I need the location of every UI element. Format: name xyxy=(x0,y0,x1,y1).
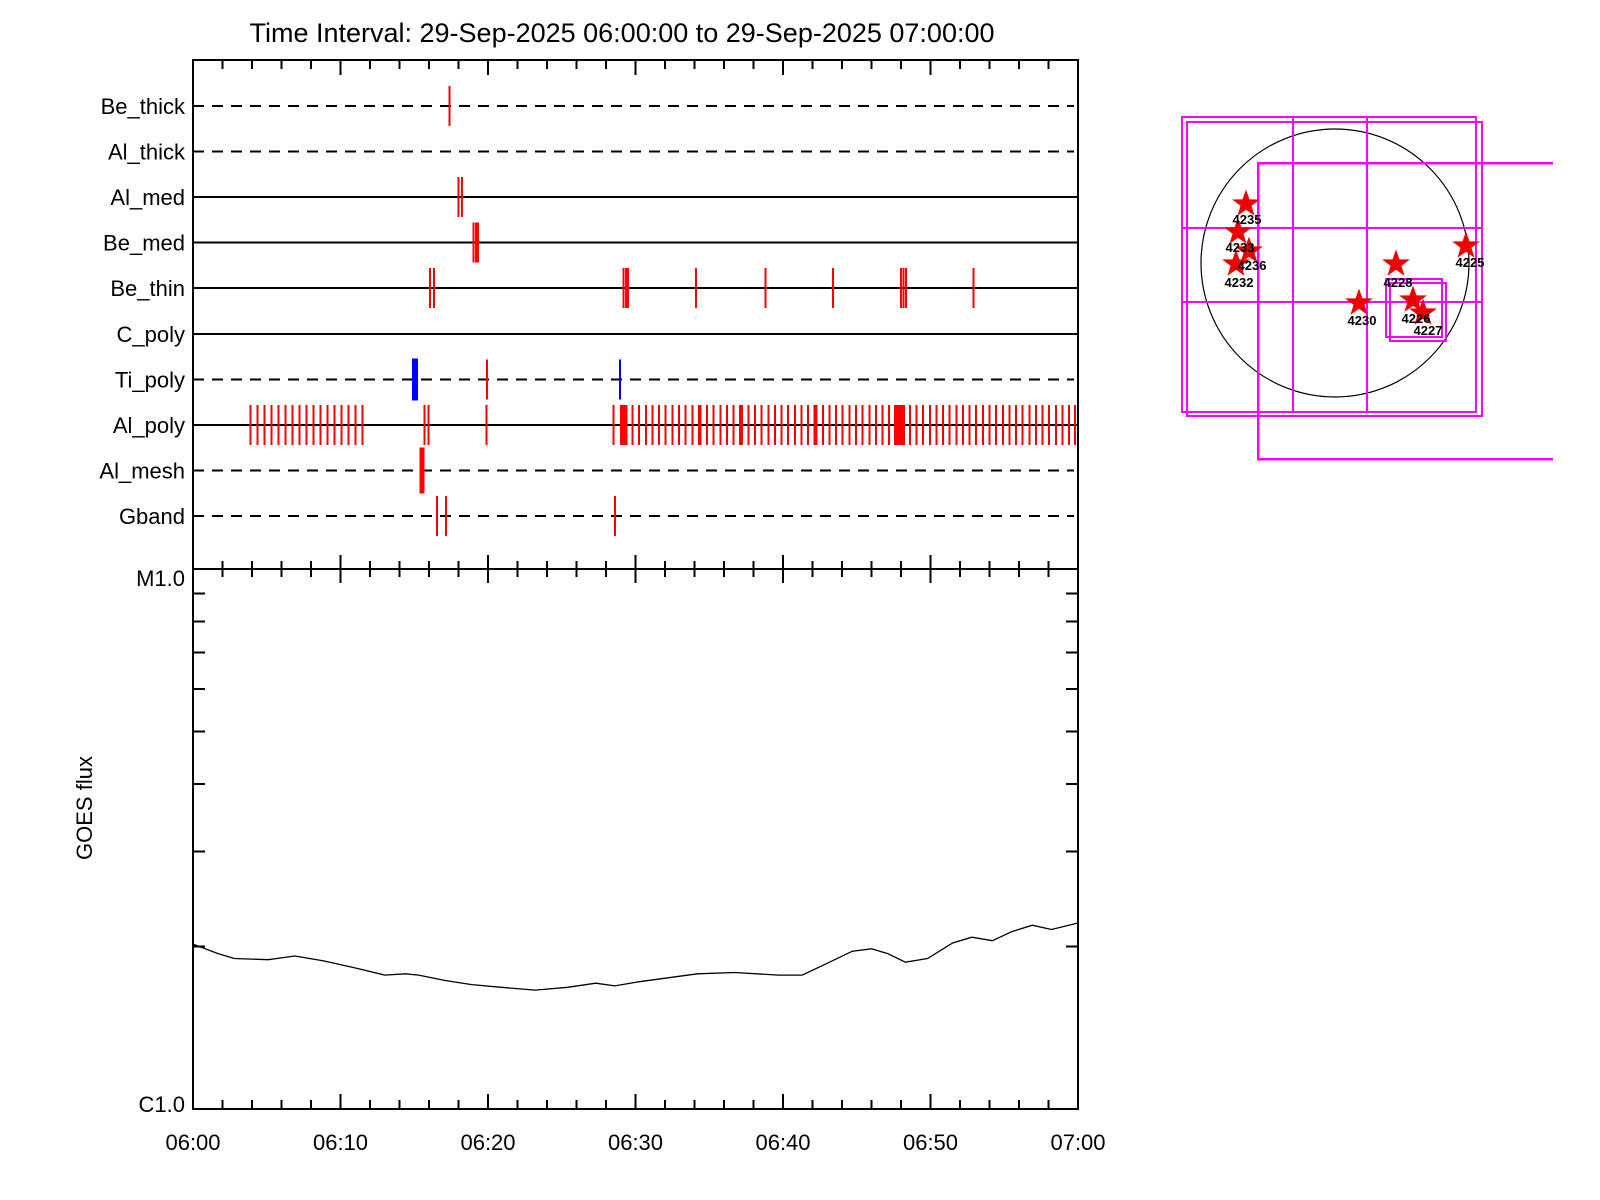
time-tick-label-06:00: 06:00 xyxy=(165,1130,220,1155)
filter-row-label-Al_mesh: Al_mesh xyxy=(99,458,185,483)
time-tick-label-06:50: 06:50 xyxy=(903,1130,958,1155)
active-region-label-4227: 4227 xyxy=(1414,323,1443,338)
active-region-star-4228 xyxy=(1382,249,1410,276)
filter-row-label-Al_poly: Al_poly xyxy=(113,413,185,438)
filter-row-label-C_poly: C_poly xyxy=(117,322,185,347)
filter-row-label-Al_med: Al_med xyxy=(110,185,185,210)
static-text-group: Time Interval: 29-Sep-2025 06:00:00 to 2… xyxy=(72,18,995,1117)
active-region-label-4225: 4225 xyxy=(1456,255,1485,270)
time-tick-label-06:40: 06:40 xyxy=(755,1130,810,1155)
active-region-star-4236 xyxy=(1235,236,1263,263)
fov-rect-3 xyxy=(1389,282,1447,342)
active-region-label-4233: 4233 xyxy=(1226,240,1255,255)
filter-row-label-Ti_poly: Ti_poly xyxy=(115,367,185,392)
active-region-star-4225 xyxy=(1452,231,1480,258)
filter-panel-box xyxy=(192,59,1079,570)
fov-rect-2 xyxy=(1385,278,1443,338)
active-region-star-4230 xyxy=(1345,288,1373,315)
generated-labels-group: Be_thick Al_thick Al_med Be_med Be_thin C_pol… xyxy=(99,94,1484,1155)
active-region-star-4233 xyxy=(1224,217,1252,244)
chart-panels-group xyxy=(192,59,1553,1110)
filter-row-label-Be_thick: Be_thick xyxy=(101,94,186,119)
active-region-label-4235: 4235 xyxy=(1233,212,1262,227)
goes-flux-ylabel: GOES flux xyxy=(72,756,97,860)
plot-title: Time Interval: 29-Sep-2025 06:00:00 to 2… xyxy=(249,18,994,48)
filter-row-label-Gband: Gband xyxy=(119,504,185,529)
active-region-label-4236: 4236 xyxy=(1238,258,1267,273)
solar-disk-circle xyxy=(1200,128,1470,398)
fov-open-rect xyxy=(1256,161,1553,461)
time-tick-label-07:00: 07:00 xyxy=(1050,1130,1105,1155)
fov-rect-0 xyxy=(1181,116,1477,413)
goes-max-axis-label: M1.0 xyxy=(136,566,185,591)
fov-rect-1 xyxy=(1186,121,1483,417)
active-region-star-4227 xyxy=(1409,298,1437,325)
goes-panel-box xyxy=(192,568,1079,1110)
active-region-star-4226 xyxy=(1399,285,1427,312)
filter-row-label-Be_med: Be_med xyxy=(103,231,185,256)
time-tick-label-06:10: 06:10 xyxy=(313,1130,368,1155)
goes-flux-curve xyxy=(192,922,1079,991)
filter-row-label-Be_thin: Be_thin xyxy=(110,276,185,301)
active-region-label-4230: 4230 xyxy=(1348,313,1377,328)
filter-row-label-Al_thick: Al_thick xyxy=(108,140,186,165)
time-tick-label-06:30: 06:30 xyxy=(608,1130,663,1155)
active-region-label-4226: 4226 xyxy=(1402,311,1431,326)
time-tick-label-06:20: 06:20 xyxy=(460,1130,515,1155)
active-region-star-4235 xyxy=(1232,189,1260,216)
goes-min-axis-label: C1.0 xyxy=(139,1092,185,1117)
active-region-label-4228: 4228 xyxy=(1384,275,1413,290)
active-region-label-4232: 4232 xyxy=(1225,275,1254,290)
active-region-star-4232 xyxy=(1222,249,1250,276)
